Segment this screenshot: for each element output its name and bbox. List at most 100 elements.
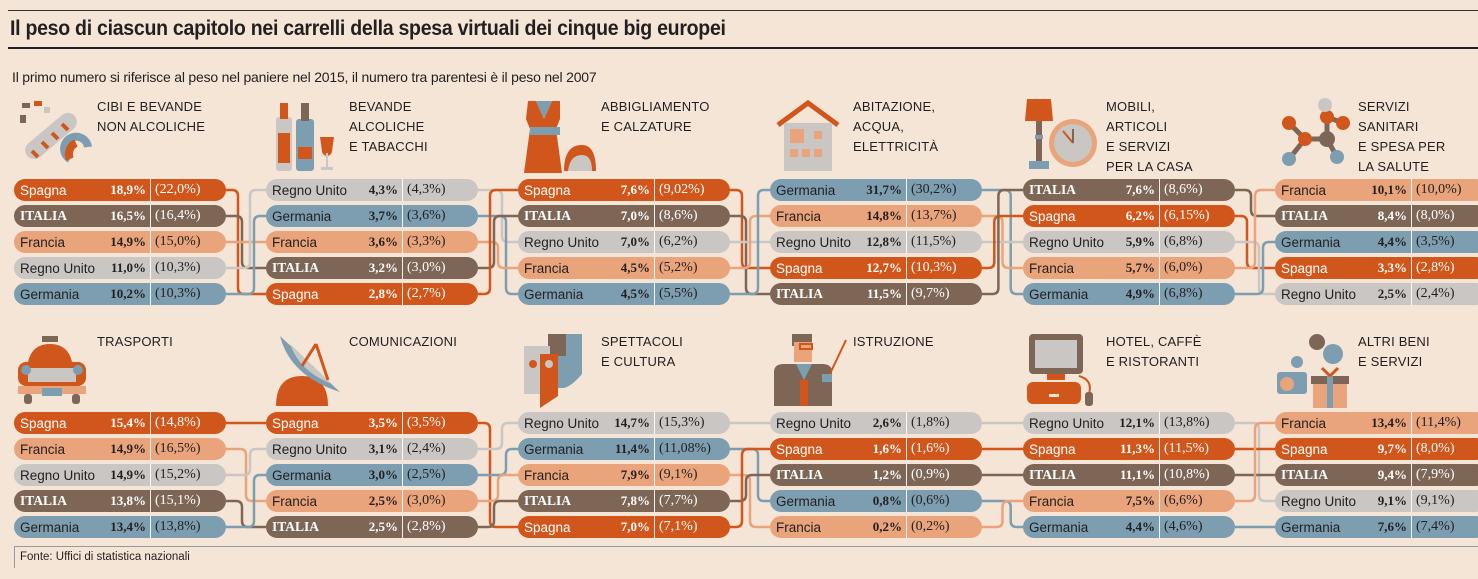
value-2015: 7,6% — [1367, 519, 1411, 535]
country-pill-spagna: Spagna 3,3% (2,8%) — [1275, 257, 1478, 279]
value-2007: (6,2%) — [654, 231, 730, 253]
value-2007: (3,5%) — [1411, 231, 1478, 253]
top-rule — [8, 10, 1478, 11]
value-2015: 14,9% — [106, 441, 150, 457]
country-pill-regno-unito: Regno Unito 4,3% (4,3%) — [266, 179, 478, 201]
country-name: Francia — [266, 494, 358, 509]
value-2007: (3,0%) — [402, 257, 478, 279]
country-pill-italia: ITALIA 9,4% (7,9%) — [1275, 464, 1478, 486]
chart-subtitle: Il primo numero si riferisce al peso nel… — [12, 69, 596, 85]
country-pill-francia: Francia 14,9% (16,5%) — [14, 438, 226, 460]
country-pill-regno-unito: Regno Unito 2,6% (1,8%) — [770, 412, 982, 434]
country-pill-regno-unito: Regno Unito 9,1% (9,1%) — [1275, 490, 1478, 512]
category-label: COMUNICAZIONI — [349, 332, 457, 352]
country-name: Regno Unito — [518, 416, 610, 431]
country-pill-francia: Francia 0,2% (0,2%) — [770, 516, 982, 538]
country-name: Regno Unito — [14, 468, 106, 483]
country-name: Francia — [770, 520, 862, 535]
country-name: Francia — [14, 235, 106, 250]
country-name: Spagna — [1275, 442, 1367, 457]
connector-germania — [982, 190, 1023, 294]
country-name: Spagna — [14, 183, 106, 198]
value-2015: 1,2% — [862, 467, 906, 483]
connector-francia — [730, 475, 770, 527]
taxi-icon — [14, 332, 94, 410]
country-pill-regno-unito: Regno Unito 11,0% (10,3%) — [14, 257, 226, 279]
category-label: ALTRI BENI E SERVIZI — [1358, 332, 1430, 372]
connector-francia — [478, 475, 518, 501]
value-2015: 3,6% — [358, 234, 402, 250]
country-name: Spagna — [518, 183, 610, 198]
country-name: Spagna — [518, 520, 610, 535]
value-2007: (10,0%) — [1411, 179, 1478, 201]
country-pill-germania: Germania 4,9% (6,8%) — [1023, 283, 1235, 305]
value-2007: (9,02%) — [654, 179, 730, 201]
country-name: ITALIA — [770, 286, 862, 302]
lamp-clock-icon — [1023, 97, 1103, 175]
value-2007: (9,1%) — [1411, 490, 1478, 512]
category-label: MOBILI, ARTICOLI E SERVIZI PER LA CASA — [1106, 97, 1193, 177]
value-2007: (10,3%) — [150, 283, 226, 305]
country-name: Francia — [770, 209, 862, 224]
value-2015: 11,1% — [1115, 467, 1159, 483]
value-2015: 3,2% — [358, 260, 402, 276]
country-name: Francia — [266, 235, 358, 250]
value-2015: 6,2% — [1115, 208, 1159, 224]
value-2007: (6,8%) — [1159, 283, 1235, 305]
value-2007: (11,4%) — [1411, 412, 1478, 434]
value-2007: (6,0%) — [1159, 257, 1235, 279]
value-2015: 11,4% — [610, 441, 654, 457]
value-2015: 2,5% — [358, 493, 402, 509]
country-name: ITALIA — [14, 208, 106, 224]
value-2007: (11,08%) — [654, 438, 730, 460]
value-2015: 9,4% — [1367, 467, 1411, 483]
connector-francia — [226, 449, 266, 501]
title-rule — [8, 47, 1478, 49]
value-2007: (8,0%) — [1411, 438, 1478, 460]
value-2007: (15,1%) — [150, 490, 226, 512]
value-2007: (8,6%) — [1159, 179, 1235, 201]
value-2015: 4,5% — [610, 260, 654, 276]
country-pill-regno-unito: Regno Unito 3,1% (2,4%) — [266, 438, 478, 460]
country-name: ITALIA — [518, 208, 610, 224]
category-label: SERVIZI SANITARI E SPESA PER LA SALUTE — [1358, 97, 1445, 177]
country-name: Germania — [770, 183, 862, 198]
country-pill-italia: ITALIA 11,1% (10,8%) — [1023, 464, 1235, 486]
value-2007: (7,7%) — [654, 490, 730, 512]
value-2007: (7,4%) — [1411, 516, 1478, 538]
country-pill-spagna: Spagna 6,2% (6,15%) — [1023, 205, 1235, 227]
value-2015: 13,4% — [1367, 415, 1411, 431]
value-2015: 31,7% — [862, 182, 906, 198]
country-pill-germania: Germania 4,4% (4,6%) — [1023, 516, 1235, 538]
connector-italia — [226, 216, 266, 268]
country-name: Spagna — [770, 442, 862, 457]
value-2015: 5,9% — [1115, 234, 1159, 250]
country-name: Spagna — [1023, 442, 1115, 457]
value-2015: 0,2% — [862, 519, 906, 535]
country-name: Regno Unito — [770, 235, 862, 250]
country-name: Germania — [518, 442, 610, 457]
value-2007: (4,6%) — [1159, 516, 1235, 538]
country-pill-regno-unito: Regno Unito 14,7% (15,3%) — [518, 412, 730, 434]
value-2015: 7,0% — [610, 519, 654, 535]
value-2007: (0,6%) — [906, 490, 982, 512]
value-2015: 12,1% — [1115, 415, 1159, 431]
value-2007: (10,3%) — [150, 257, 226, 279]
country-pill-spagna: Spagna 9,7% (8,0%) — [1275, 438, 1478, 460]
country-pill-italia: ITALIA 16,5% (16,4%) — [14, 205, 226, 227]
bottles-icon — [266, 97, 346, 175]
country-name: Francia — [518, 468, 610, 483]
country-pill-regno-unito: Regno Unito 12,1% (13,8%) — [1023, 412, 1235, 434]
country-name: Germania — [1023, 520, 1115, 535]
country-name: Spagna — [1275, 261, 1367, 276]
value-2015: 8,4% — [1367, 208, 1411, 224]
value-2015: 11,0% — [106, 260, 150, 276]
country-pill-regno-unito: Regno Unito 2,5% (2,4%) — [1275, 283, 1478, 305]
value-2015: 7,5% — [1115, 493, 1159, 509]
country-pill-germania: Germania 3,0% (2,5%) — [266, 464, 478, 486]
connector-italia — [730, 475, 770, 501]
country-pill-spagna: Spagna 2,8% (2,7%) — [266, 283, 478, 305]
connector-francia — [982, 216, 1023, 268]
country-name: Regno Unito — [1275, 287, 1367, 302]
value-2007: (10,8%) — [1159, 464, 1235, 486]
